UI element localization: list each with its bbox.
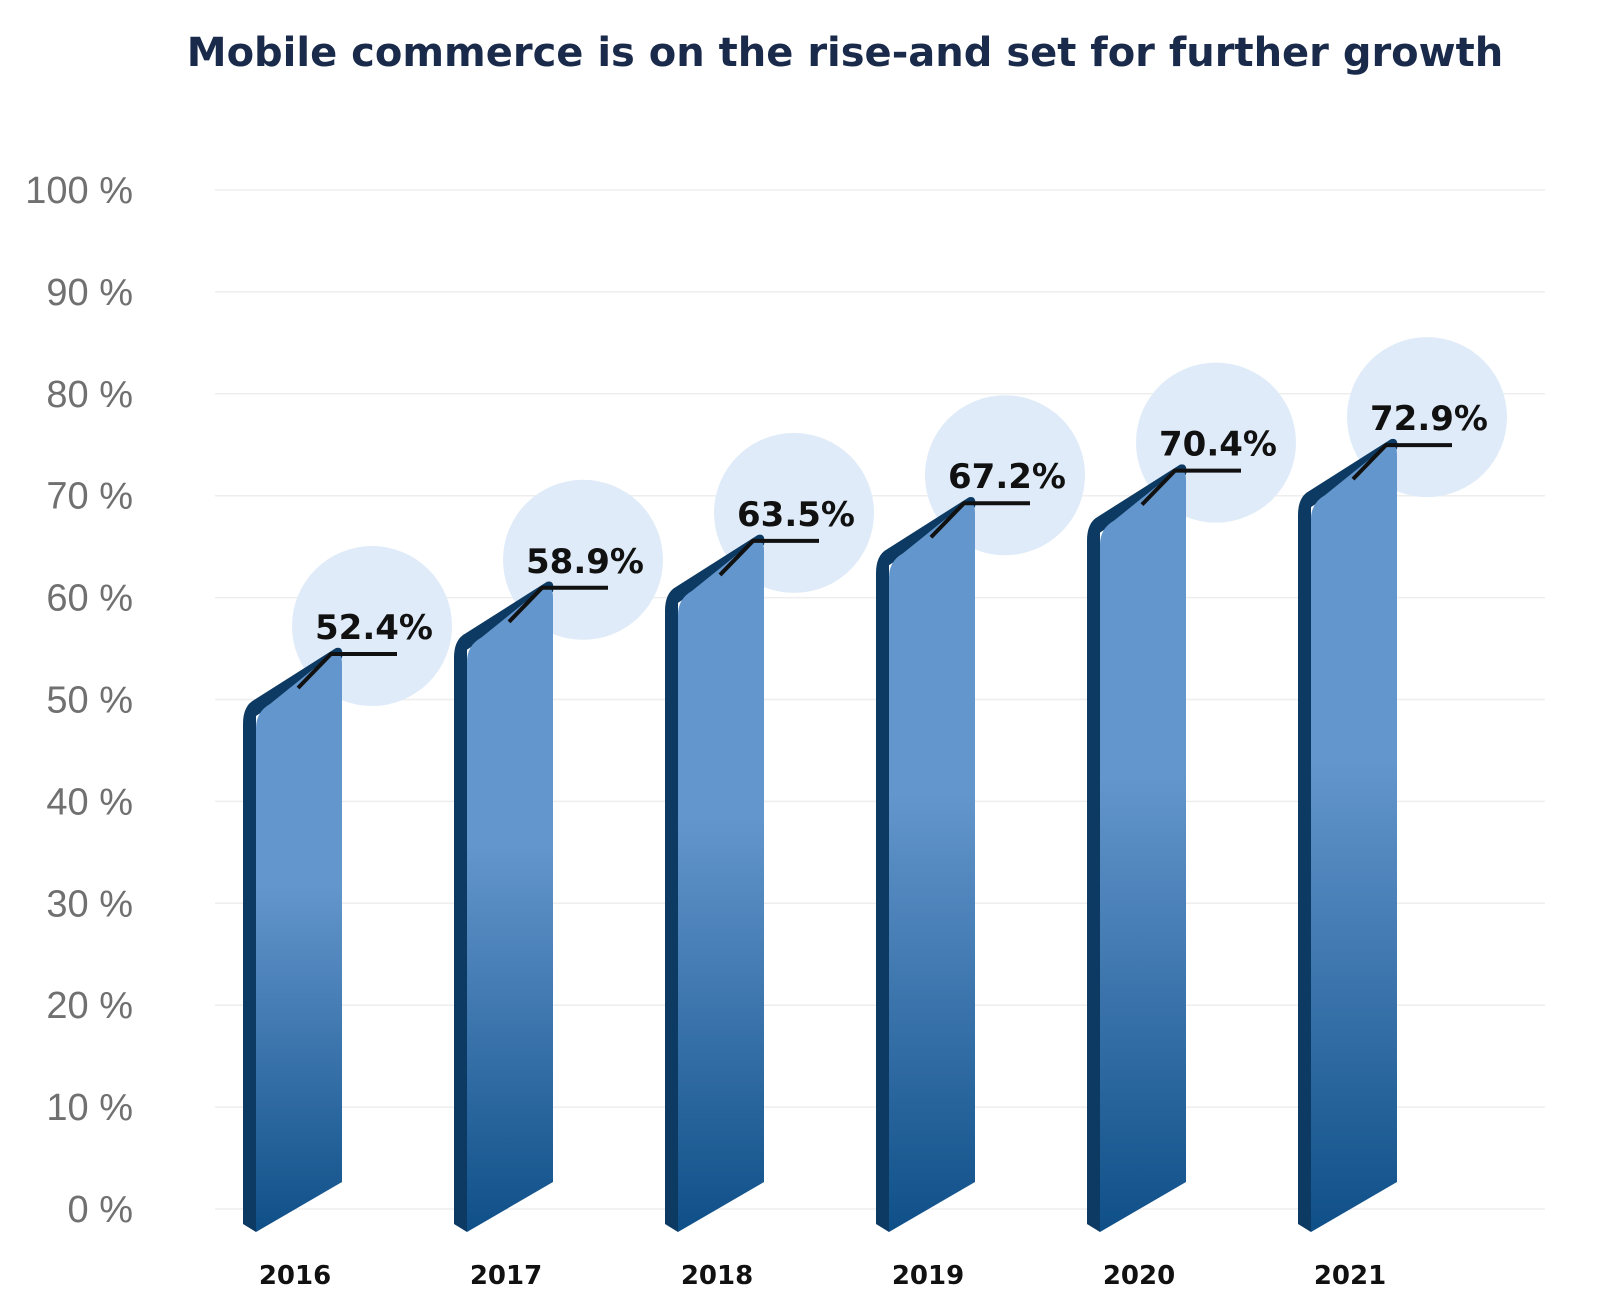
y-tick-label: 0 % bbox=[68, 1189, 133, 1231]
y-tick-label: 10 % bbox=[46, 1087, 133, 1129]
data-label: 52.4% bbox=[315, 608, 433, 648]
y-tick-label: 30 % bbox=[46, 883, 133, 925]
bar bbox=[1100, 469, 1186, 1232]
data-labels: 52.4% 58.9% 63.5% 67.2% 70.4% 72.9% bbox=[315, 399, 1488, 648]
data-label: 67.2% bbox=[948, 457, 1066, 497]
y-tick-label: 60 % bbox=[46, 578, 133, 620]
leader-lines bbox=[296, 443, 1452, 690]
bar-edge bbox=[454, 581, 554, 1232]
bar-edge bbox=[1298, 438, 1398, 1232]
leader-line bbox=[1351, 443, 1452, 481]
bar-edge bbox=[243, 647, 343, 1232]
x-axis: 2016 2017 2018 2019 2020 2021 bbox=[259, 1261, 1386, 1291]
leader-line bbox=[929, 501, 1030, 539]
y-tick-label: 80 % bbox=[46, 374, 133, 416]
bar-edge bbox=[1087, 464, 1187, 1233]
bar bbox=[889, 502, 975, 1232]
data-label: 58.9% bbox=[526, 542, 644, 582]
y-tick-label: 100 % bbox=[25, 170, 133, 212]
y-tick-label: 70 % bbox=[46, 476, 133, 518]
leader-line bbox=[296, 652, 397, 690]
data-label: 72.9% bbox=[1370, 399, 1488, 439]
bar bbox=[256, 653, 342, 1232]
y-tick-label: 50 % bbox=[46, 680, 133, 722]
bar-edge bbox=[876, 496, 976, 1232]
x-tick-label: 2016 bbox=[259, 1261, 331, 1291]
x-tick-label: 2019 bbox=[892, 1261, 964, 1291]
bar bbox=[467, 586, 553, 1232]
x-tick-label: 2020 bbox=[1103, 1261, 1175, 1291]
y-tick-label: 20 % bbox=[46, 985, 133, 1027]
x-tick-label: 2017 bbox=[470, 1261, 542, 1291]
leader-line bbox=[1140, 468, 1241, 507]
chart-title: Mobile commerce is on the rise-and set f… bbox=[187, 30, 1503, 76]
bar bbox=[678, 540, 764, 1232]
bars bbox=[243, 438, 1398, 1233]
bar bbox=[1311, 444, 1397, 1232]
leader-line bbox=[507, 585, 608, 624]
y-tick-label: 40 % bbox=[46, 781, 133, 823]
data-label: 70.4% bbox=[1159, 425, 1277, 465]
bar-edge bbox=[665, 534, 765, 1232]
x-tick-label: 2018 bbox=[681, 1261, 753, 1291]
x-tick-label: 2021 bbox=[1314, 1261, 1386, 1291]
data-label: 63.5% bbox=[737, 495, 855, 535]
y-tick-label: 90 % bbox=[46, 272, 133, 314]
y-axis: 0 % 10 % 20 % 30 % 40 % 50 % 60 % 70 % 80 % 90 % 1… bbox=[25, 170, 133, 1231]
leader-line bbox=[718, 538, 819, 577]
